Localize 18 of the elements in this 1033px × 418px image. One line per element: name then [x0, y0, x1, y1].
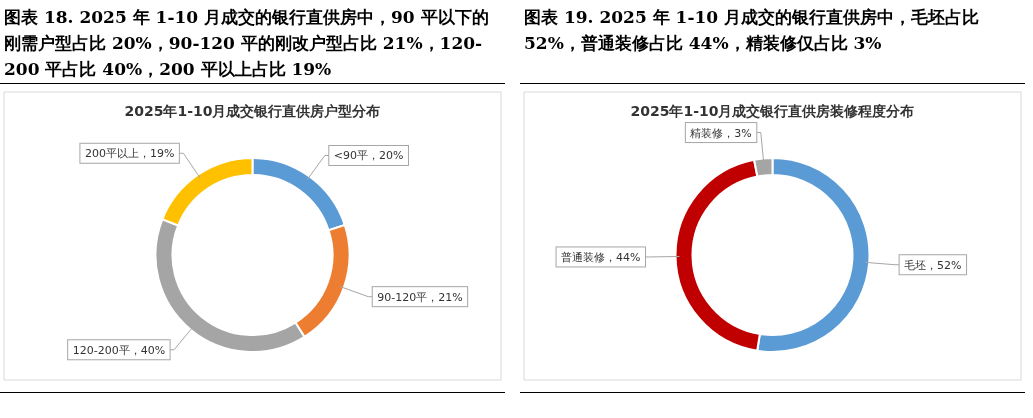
data-label: ，40%: [129, 343, 166, 357]
data-label: ，52%: [926, 258, 962, 272]
slice-label: <90平: [333, 148, 369, 162]
data-label: ，19%: [138, 146, 175, 160]
slice-label: 90-120平: [377, 290, 428, 304]
slice-label: 120-200平: [72, 343, 130, 357]
chart-title: 图表 19. 2025 年 1-10 月成交的银行直供房中，毛坯占比 52%，普通装修占比 44%，精装修仅占比 3%: [524, 6, 981, 55]
slice-label: 200平以上: [84, 146, 139, 160]
data-label: ，44%: [605, 250, 641, 264]
chart-subtitle: 2025年1-10月成交银行直供房户型分布: [124, 103, 381, 119]
chart-title: 图表 18. 2025 年 1-10 月成交的银行直供房中，90 平以下的刚需户型占比 20%，90-120 平的刚改户型占比 21%，120-200 平占比 40%，200 平以上占比 19%: [4, 6, 490, 81]
data-label: ，20%: [368, 148, 404, 162]
slice-label: 毛坯: [904, 258, 927, 272]
slice-label: 普通装修: [561, 250, 606, 264]
chart-subtitle: 2025年1-10月成交银行直供房装修程度分布: [630, 103, 915, 119]
data-label: ，3%: [723, 126, 752, 140]
slice-label: 精装修: [690, 126, 724, 140]
data-label: ，21%: [427, 290, 463, 304]
